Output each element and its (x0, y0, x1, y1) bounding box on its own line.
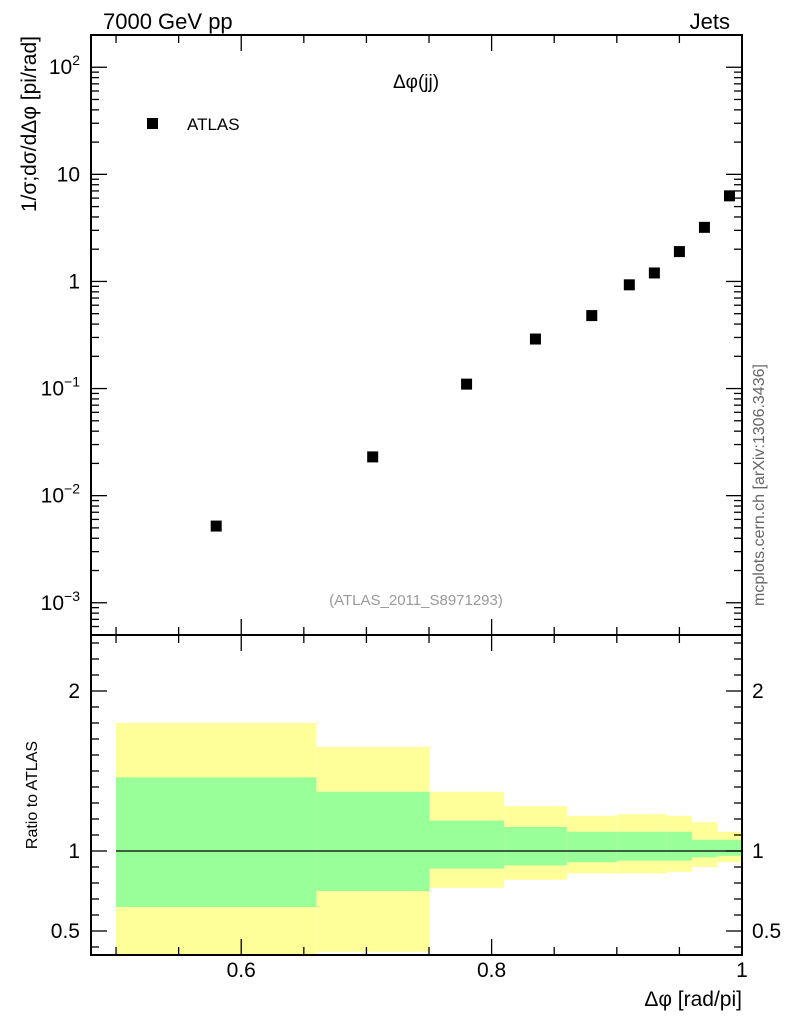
header-left: 7000 GeV pp (103, 9, 233, 34)
stat-uncertainty-bin (429, 820, 505, 869)
watermark: (ATLAS_2011_S8971293) (329, 592, 503, 609)
data-point (461, 378, 473, 390)
ratio-y-tick-label-right: 1 (752, 840, 764, 863)
ratio-panel: 0.5 0.51 12 20.6 0.8 1 Ratio to ATLAS Δφ [rad… (24, 634, 781, 1011)
data-point (698, 221, 710, 233)
ratio-y-tick-label-right: 2 (752, 680, 764, 703)
y-tick-label: 10 (57, 163, 80, 186)
data-point (623, 279, 635, 291)
data-point (673, 246, 685, 258)
main-axis-ticks (91, 34, 743, 636)
main-title: Δφ(jj) (393, 72, 439, 93)
atlas-data-points (210, 190, 735, 532)
stat-uncertainty-bin (691, 839, 717, 858)
stat-uncertainty-bin (316, 791, 430, 891)
data-point (367, 451, 379, 463)
stat-uncertainty-bin (504, 827, 567, 866)
ratio-y-tick-label: 2 (68, 680, 80, 703)
x-tick-label: 1 (736, 959, 748, 982)
ratio-tick-labels: 0.5 0.51 12 20.6 0.8 1 (51, 680, 781, 982)
y-tick-label: 1 (68, 270, 80, 293)
y-tick-label: 10−2 (41, 481, 81, 508)
x-axis-label: Δφ [rad/pi] (644, 988, 742, 1011)
y-tick-label: 10−3 (41, 588, 81, 615)
y-tick-label: 10−1 (41, 374, 81, 401)
stat-uncertainty-bin (566, 831, 617, 863)
legend-label: ATLAS (187, 115, 240, 134)
data-point (210, 520, 222, 532)
stat-uncertainty-bin (666, 831, 692, 861)
legend-marker (147, 118, 158, 129)
ratio-y-tick-label: 1 (68, 840, 80, 863)
y-tick-label: 102 (49, 52, 80, 79)
side-label: mcplots.cern.ch [arXiv:1306.3436] (751, 364, 768, 606)
header-right: Jets (690, 9, 730, 34)
data-point (723, 190, 735, 202)
uncertainty-bands (116, 723, 742, 955)
main-panel: 102 10 1 10−1 10−2 10−3 Δφ(jj) ATLAS (ATLAS_2… (18, 34, 743, 636)
stat-uncertainty-bin (616, 831, 667, 861)
ratio-y-tick-label-right: 0.5 (752, 920, 781, 943)
x-tick-label: 0.8 (477, 959, 506, 982)
stat-uncertainty-bin (716, 839, 742, 856)
ratio-y-axis-label: Ratio to ATLAS (24, 741, 41, 849)
main-y-axis-label: 1/σ;dσ/dΔφ [pi/rad] (18, 36, 41, 212)
ratio-frame (90, 634, 743, 956)
data-point (586, 310, 598, 322)
data-point (648, 267, 660, 279)
x-tick-label: 0.6 (227, 959, 256, 982)
legend: ATLAS (147, 115, 240, 134)
stat-uncertainty-bin (116, 777, 317, 907)
ratio-axis-ticks (91, 635, 743, 955)
ratio-y-tick-label: 0.5 (51, 920, 80, 943)
main-y-tick-labels: 102 10 1 10−1 10−2 10−3 (41, 52, 81, 615)
data-point (529, 333, 541, 345)
